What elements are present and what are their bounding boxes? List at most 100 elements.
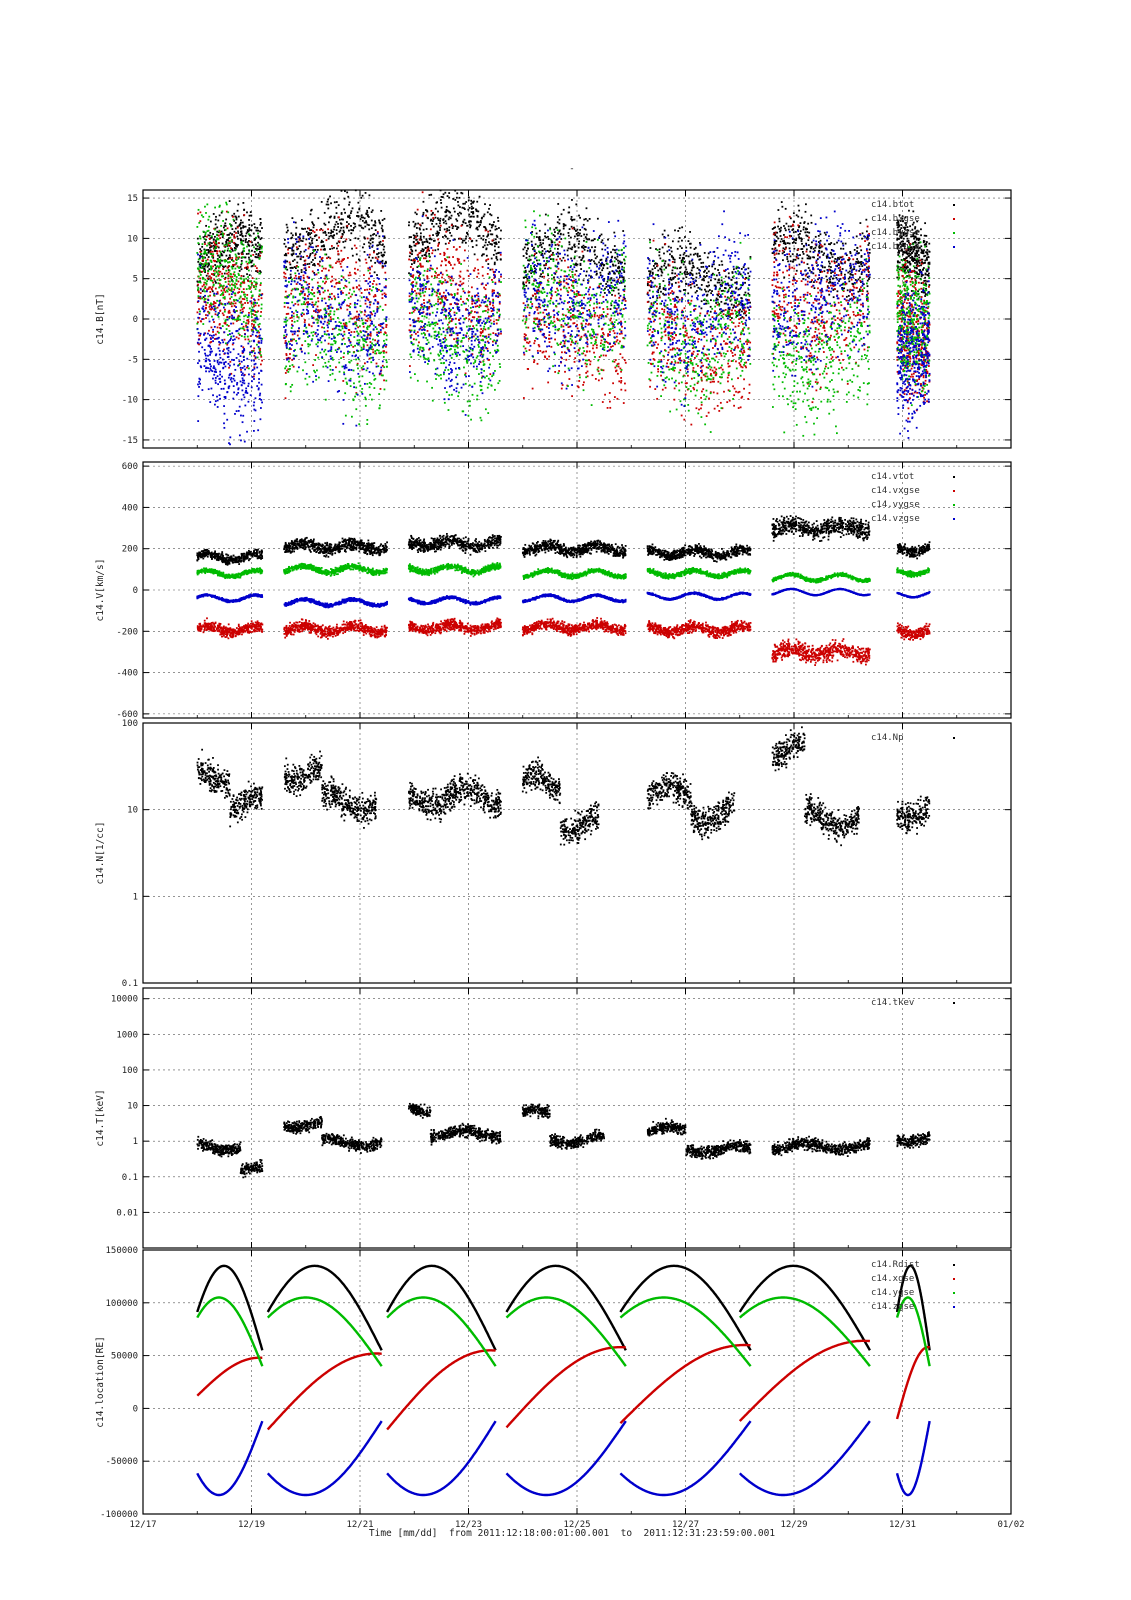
- data-point-c14-btot: [237, 230, 239, 233]
- data-point-c14-btot: [493, 221, 495, 223]
- panels: -15-10-5051015c14.B[nT]c14.btotc14.bxgse…: [95, 189, 1025, 1530]
- data-point-c14-btot: [206, 265, 209, 268]
- data-point-c14-btot: [488, 207, 490, 210]
- data-point-c14-btot: [210, 245, 213, 248]
- data-point-c14-btot: [495, 243, 498, 245]
- data-point-c14-btot: [825, 256, 828, 259]
- data-point-c14-btot: [523, 283, 525, 286]
- data-point-c14-btot: [573, 235, 576, 238]
- data-point-c14-bxgse: [293, 277, 296, 280]
- data-point-c14-btot: [914, 226, 917, 228]
- data-point-c14-bxgse: [417, 260, 419, 263]
- data-point-c14-bxgse: [449, 303, 452, 306]
- data-point-c14-bxgse: [619, 367, 622, 370]
- data-point-c14-bxgse: [459, 280, 462, 283]
- data-point-c14-btot: [783, 241, 786, 244]
- data-point-c14-btot: [718, 295, 721, 298]
- data-point-c14-btot: [212, 256, 215, 259]
- data-point-c14-btot: [225, 218, 228, 221]
- data-point-c14-btot: [741, 316, 744, 318]
- data-point-c14-btot: [571, 246, 574, 249]
- data-point-c14-bxgse: [369, 332, 372, 335]
- data-point-c14-btot: [237, 237, 239, 240]
- data-point-c14-btot: [309, 233, 311, 236]
- data-point-c14-bxgse: [484, 309, 487, 312]
- data-point-c14-btot: [254, 255, 257, 258]
- data-point-c14-bxgse: [199, 251, 202, 253]
- data-point-c14-btot: [820, 278, 823, 281]
- data-point-c14-btot: [248, 239, 250, 242]
- data-point-c14-btot: [212, 244, 215, 247]
- data-point-c14-btot: [320, 241, 323, 244]
- data-point-c14-bxgse: [252, 375, 255, 378]
- data-point-c14-bxgse: [695, 407, 698, 410]
- data-point-c14-btot: [231, 233, 233, 236]
- data-point-c14-bxgse: [209, 337, 212, 339]
- data-point-c14-bxgse: [816, 318, 819, 321]
- data-point-c14-btot: [464, 222, 467, 225]
- data-point-c14-bxgse: [703, 335, 706, 338]
- data-point-c14-btot: [909, 256, 912, 259]
- data-point-c14-btot: [457, 214, 460, 217]
- data-point-c14-bxgse: [563, 275, 566, 278]
- data-point-c14-btot: [858, 288, 861, 291]
- data-point-c14-btot: [556, 247, 559, 250]
- data-point-c14-btot: [900, 259, 903, 261]
- data-point-c14-btot: [582, 244, 585, 247]
- data-point-c14-bxgse: [841, 366, 843, 369]
- data-point-c14-btot: [801, 250, 804, 253]
- data-point-c14-bxgse: [788, 274, 791, 277]
- data-point-c14-btot: [793, 241, 795, 243]
- data-point-c14-bxgse: [445, 296, 447, 299]
- data-point-c14-btot: [610, 251, 612, 254]
- data-point-c14-btot: [454, 189, 457, 192]
- data-point-c14-bxgse: [322, 291, 325, 294]
- data-point-c14-bxgse: [381, 364, 384, 367]
- data-point-c14-bxgse: [224, 278, 226, 280]
- data-point-c14-bxgse: [526, 341, 528, 344]
- data-point-c14-bxgse: [646, 301, 649, 303]
- data-point-c14-btot: [229, 232, 232, 235]
- data-point-c14-bxgse: [357, 326, 360, 329]
- data-point-c14-bxgse: [216, 252, 219, 255]
- data-point-c14-bxgse: [329, 316, 332, 319]
- data-point-c14-btot: [366, 209, 369, 212]
- data-point-c14-btot: [525, 284, 528, 287]
- data-point-c14-btot: [380, 251, 383, 254]
- data-point-c14-bxgse: [246, 262, 249, 265]
- data-point-c14-btot: [793, 238, 796, 241]
- data-point-c14-btot: [909, 263, 912, 265]
- data-point-c14-btot: [286, 260, 289, 263]
- data-point-c14-bxgse: [409, 266, 412, 268]
- data-point-c14-btot: [646, 284, 649, 287]
- data-point-c14-btot: [861, 265, 864, 268]
- data-point-c14-btot: [678, 227, 681, 230]
- data-point-c14-bxgse: [713, 380, 715, 383]
- data-point-c14-bxgse: [227, 274, 230, 277]
- data-point-c14-btot: [654, 267, 656, 269]
- data-point-c14-btot: [925, 241, 928, 243]
- data-point-c14-bxgse: [418, 341, 420, 344]
- data-point-c14-btot: [832, 289, 835, 291]
- data-point-c14-bxgse: [307, 247, 310, 250]
- data-point-c14-btot: [204, 264, 207, 267]
- data-point-c14-btot: [251, 224, 253, 227]
- data-point-c14-bxgse: [534, 253, 536, 256]
- data-point-c14-btot: [678, 257, 681, 259]
- data-point-c14-bxgse: [223, 322, 226, 324]
- data-point-c14-bxgse: [216, 330, 219, 333]
- data-point-c14-btot: [594, 257, 597, 260]
- data-point-c14-btot: [290, 266, 293, 269]
- data-point-c14-btot: [862, 283, 865, 286]
- data-point-c14-bxgse: [543, 275, 546, 278]
- data-point-c14-bxgse: [774, 231, 777, 234]
- data-point-c14-bxgse: [587, 280, 590, 283]
- data-point-c14-bxgse: [802, 347, 804, 350]
- data-point-c14-btot: [910, 246, 913, 249]
- data-point-c14-bxgse: [723, 269, 725, 272]
- data-point-c14-btot: [290, 232, 293, 235]
- data-point-c14-btot: [253, 237, 256, 240]
- data-point-c14-btot: [203, 265, 206, 268]
- data-point-c14-bxgse: [574, 273, 576, 276]
- data-point-c14-btot: [446, 209, 449, 212]
